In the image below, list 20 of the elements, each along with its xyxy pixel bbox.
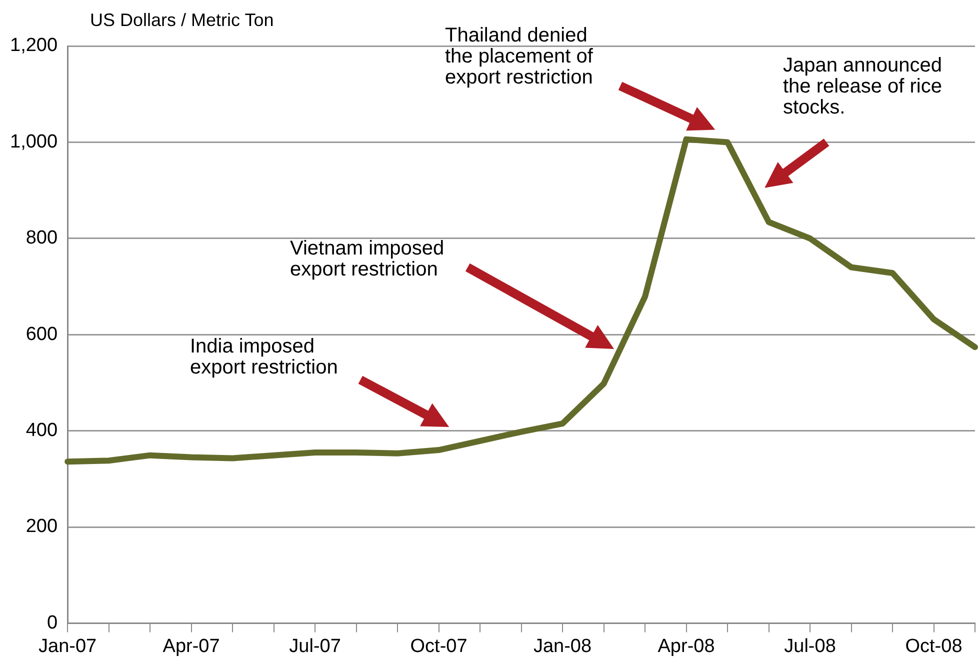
annotation: India imposed export restriction (190, 336, 338, 379)
annotation: Thailand denied the placement of export restriction (445, 24, 594, 89)
x-tick-label: Apr-08 (658, 636, 715, 657)
x-tick-label: Jul-08 (784, 636, 836, 657)
x-tick-label: Apr-07 (162, 636, 220, 657)
y-tick-label: 1,000 (10, 131, 58, 152)
x-tick-label: Jul-07 (289, 636, 341, 657)
annotation: Vietnam imposed export restriction (290, 238, 444, 281)
y-tick-label: 400 (26, 420, 58, 442)
x-tick-label: Oct-07 (410, 636, 468, 657)
y-axis-title: US Dollars / Metric Ton (90, 10, 274, 30)
y-tick-label: 0 (46, 612, 58, 634)
y-tick-label: 1,200 (10, 35, 58, 56)
annotation: Japan announced the release of rice stocks. (783, 54, 942, 119)
x-tick-label: Oct-08 (905, 636, 962, 657)
y-tick-label: 200 (26, 516, 58, 538)
y-tick-label: 600 (26, 324, 58, 345)
x-tick-label: Jan-08 (533, 636, 592, 657)
y-tick-label: 800 (26, 228, 58, 249)
x-tick-label: Jan-07 (38, 636, 97, 657)
